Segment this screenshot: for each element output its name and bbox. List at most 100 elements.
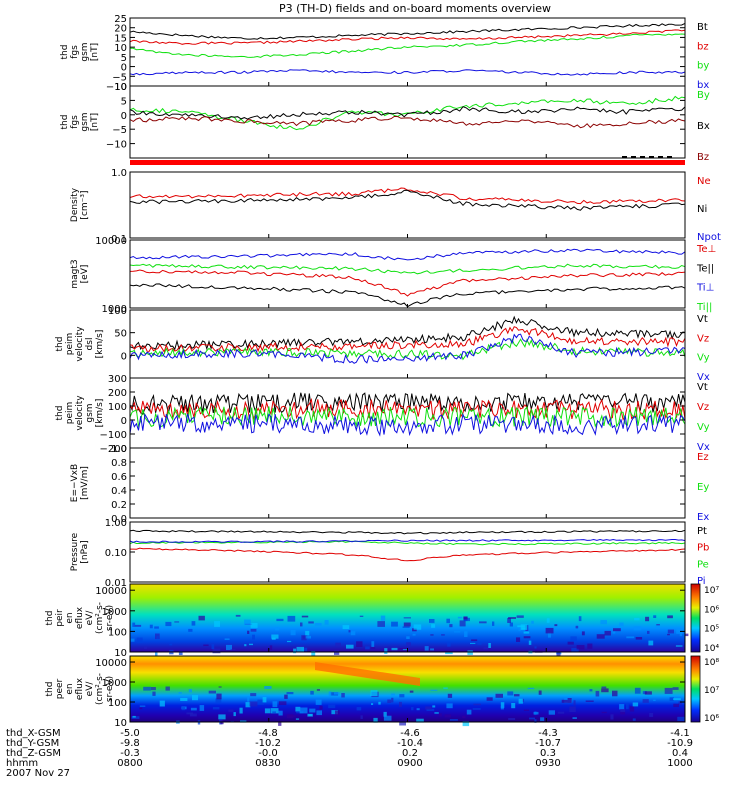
ytick-label: 300 xyxy=(108,374,127,385)
footer-value: 0900 xyxy=(397,758,422,769)
spectrogram-cell xyxy=(529,717,535,720)
ytick-label: −10 xyxy=(106,82,127,93)
legend-label: Te⊥ xyxy=(696,244,716,255)
ytick-label: 10000 xyxy=(95,658,127,669)
spectrogram-cell xyxy=(383,711,387,717)
spectrogram-cell xyxy=(269,645,273,650)
spectrogram-cell xyxy=(316,710,322,716)
series-line-Vt xyxy=(129,315,686,351)
spectrogram-cell xyxy=(165,621,172,627)
ylabel-line: thd xyxy=(45,611,55,626)
spectrogram-cell xyxy=(278,721,282,726)
spectrogram-cell xyxy=(371,641,375,647)
spectrogram-cell xyxy=(331,710,338,715)
ylabel-line: peim xyxy=(65,333,75,356)
ytick-label: 0.01 xyxy=(105,578,127,589)
spectrogram-cell xyxy=(426,708,435,711)
spectrogram-cell xyxy=(377,621,385,627)
colorbar-tick-label: 10⁷ xyxy=(704,586,719,596)
spectrogram-cell xyxy=(139,707,143,710)
colorbar-tick-label: 10⁷ xyxy=(704,686,719,696)
legend-label: Vt xyxy=(697,382,708,393)
ytick-label: 200 xyxy=(108,388,127,399)
spectrogram-cell xyxy=(425,706,432,710)
footer-value: 1000 xyxy=(667,758,692,769)
spectrogram-cell xyxy=(664,687,673,694)
spectrogram-cell xyxy=(371,703,374,705)
colorbar: 10⁷ 10⁶ 10⁵ 10⁴ xyxy=(690,583,719,654)
ytick-label: 100 xyxy=(108,306,127,317)
spectrogram-cell xyxy=(350,631,356,636)
flag-marker xyxy=(640,156,645,158)
legend-label: Vy xyxy=(697,422,710,433)
spectrogram-cell xyxy=(301,647,308,652)
ylabel-line: thd xyxy=(55,406,65,421)
ytick-label: 1000 xyxy=(102,678,127,689)
footer-value: -4.1 xyxy=(670,728,690,739)
legend-label: Pe xyxy=(697,559,709,570)
series-line-Te⊥ xyxy=(129,269,686,297)
spectrogram-cell xyxy=(250,693,257,697)
legend-label: Ex xyxy=(697,512,709,523)
spectrogram-cell xyxy=(211,644,215,650)
ylabel-line: sr-eV) xyxy=(105,676,115,702)
ylabel-line: fgs xyxy=(70,115,80,129)
legend-label: bz xyxy=(697,41,709,52)
spectrogram-cell xyxy=(290,630,296,636)
spectrogram-cell xyxy=(319,705,323,710)
spectrogram-cell xyxy=(384,648,388,654)
ylabel-line: en xyxy=(65,683,75,694)
spectrogram-cell xyxy=(534,719,537,723)
panel-frame xyxy=(129,655,686,723)
spectrogram-cell xyxy=(218,686,222,688)
spectrogram-cell xyxy=(299,707,308,714)
ylabel-line: [mV/m] xyxy=(80,466,90,500)
spectrogram-cell xyxy=(214,621,220,627)
legend-label: Vy xyxy=(697,353,710,364)
footer-value: 0800 xyxy=(117,758,142,769)
spectrogram-cell xyxy=(370,647,376,649)
ytick-label: 10 xyxy=(114,648,127,659)
spectrogram-cell xyxy=(391,697,394,703)
ylabel-line: velocity xyxy=(75,395,85,431)
data-quality-bar xyxy=(130,160,685,165)
series-line-Ni xyxy=(129,189,686,211)
spectrogram-cell xyxy=(216,693,222,700)
legend-label: by xyxy=(697,61,709,72)
spectrogram-cell xyxy=(533,711,539,715)
spectrogram-cell xyxy=(416,708,420,711)
spectrogram-cell xyxy=(667,633,670,636)
spectrogram-cell xyxy=(457,616,463,619)
spectrogram-cell xyxy=(569,706,576,712)
spectrogram-cell xyxy=(380,615,386,621)
ytick-label: 100 xyxy=(108,402,127,413)
spectrogram-cell xyxy=(402,648,409,651)
spectrogram-cell xyxy=(218,714,226,720)
spectrogram-cell xyxy=(391,693,395,696)
spectrogram-cell xyxy=(139,705,146,707)
spectrogram-cell xyxy=(548,632,551,638)
spectrogram-cell xyxy=(149,624,153,629)
spectrogram-cell xyxy=(528,640,532,645)
spectrogram-cell xyxy=(653,615,657,618)
spectrogram-cell xyxy=(301,635,307,641)
footer-value: -10.9 xyxy=(667,738,693,749)
ytick-label: 1.00 xyxy=(105,518,127,529)
spectrogram-cell xyxy=(403,617,411,619)
spectrogram-cell xyxy=(178,692,182,694)
ylabel-line: [nT] xyxy=(90,43,100,61)
spectrogram-cell xyxy=(300,622,303,627)
spectrogram-cell xyxy=(378,701,381,705)
spectrogram-cell xyxy=(244,619,251,625)
figure-title: P3 (TH-D) fields and on-board moments ov… xyxy=(279,2,551,15)
spectrogram-cell xyxy=(383,715,392,721)
panel-frame xyxy=(129,17,686,87)
ytick-label: 0.6 xyxy=(111,472,127,483)
ytick-label: 0.4 xyxy=(111,486,127,497)
spectrogram-cell xyxy=(634,687,641,694)
spectrogram-cell xyxy=(370,690,378,696)
footer-value: 0.3 xyxy=(540,748,556,759)
legend-label: Ni xyxy=(697,204,707,215)
series-line-Pt xyxy=(129,529,686,535)
legend-label: Ey xyxy=(697,482,709,493)
